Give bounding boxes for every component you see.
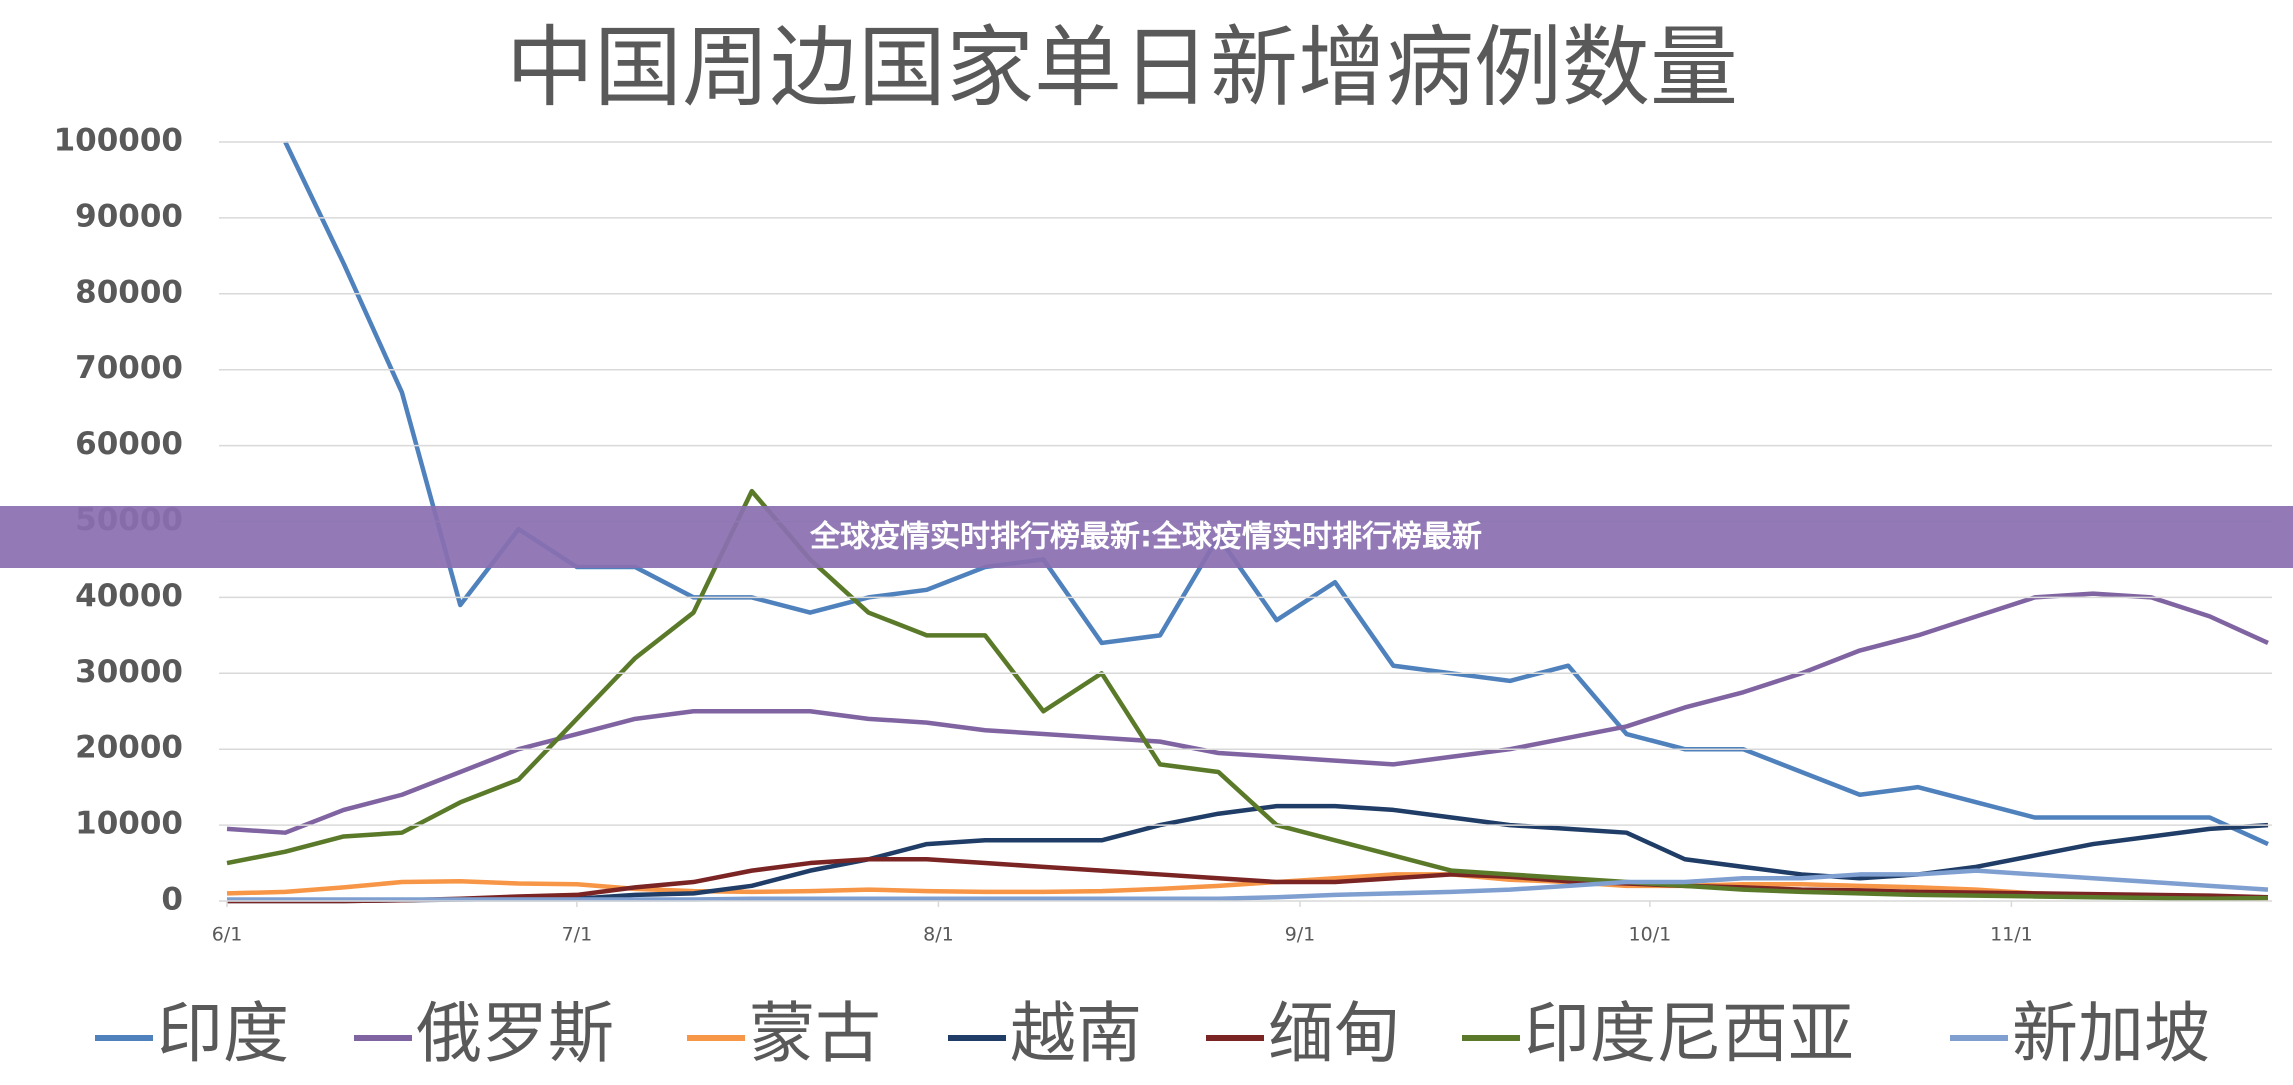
y-tick-label: 90000: [75, 198, 183, 234]
legend-label: 印度: [157, 995, 289, 1072]
y-tick-label: 60000: [75, 426, 183, 462]
legend-label: 越南: [1010, 995, 1142, 1072]
chart-title: 中国周边国家单日新增病例数量: [506, 16, 1738, 119]
legend-label: 俄罗斯: [416, 995, 614, 1072]
series-line: [227, 857, 2269, 904]
y-tick-label: 20000: [75, 730, 183, 766]
y-tick-label: 10000: [75, 806, 183, 842]
series-line: [227, 868, 2269, 902]
series-line: [283, 141, 2269, 847]
x-tick-label: 6/1: [212, 924, 243, 946]
legend-label: 新加坡: [2012, 995, 2210, 1072]
banner-text: 全球疫情实时排行榜最新:全球疫情实时排行榜最新: [809, 520, 1482, 555]
y-tick-label: 100000: [54, 123, 183, 159]
y-tick-label: 40000: [75, 578, 183, 614]
x-tick-label: 8/1: [923, 924, 954, 946]
x-tick-label: 11/1: [1990, 924, 2033, 946]
y-tick-label: 70000: [75, 350, 183, 386]
legend-label: 缅甸: [1268, 995, 1400, 1072]
legend-label: 印度尼西亚: [1524, 995, 1854, 1072]
series-line: [226, 872, 2269, 901]
x-tick-label: 9/1: [1285, 924, 1316, 946]
series-line: [227, 803, 2269, 904]
legend-label: 蒙古: [749, 995, 881, 1072]
banner: [0, 506, 2293, 568]
series-line: [226, 591, 2269, 835]
plot-area: [226, 141, 2269, 904]
y-tick-label: 0: [161, 882, 183, 918]
y-tick-label: 80000: [75, 274, 183, 310]
x-tick-label: 10/1: [1629, 924, 1672, 946]
y-tick-label: 30000: [75, 654, 183, 690]
x-tick-label: 7/1: [562, 924, 593, 946]
series-line: [226, 488, 2269, 901]
